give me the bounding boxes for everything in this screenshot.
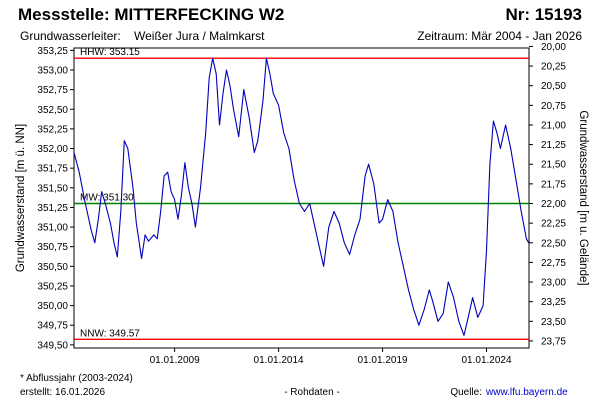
- x-tick-label: 01.01.2014: [254, 355, 304, 366]
- y-tick-label: 352,50: [37, 105, 68, 116]
- footnote: * Abflussjahr (2003-2024): [20, 373, 133, 384]
- y2-tick-label: 21,00: [541, 120, 566, 131]
- aquifer-value: Weißer Jura / Malmkarst: [134, 29, 265, 43]
- x-tick-label: 01.01.2009: [150, 355, 200, 366]
- chart-title: Messstelle: MITTERFECKING W2: [18, 5, 284, 24]
- y2-tick-label: 23,00: [541, 278, 566, 289]
- y2-tick-label: 22,00: [541, 199, 566, 210]
- source-link[interactable]: www.lfu.bayern.de: [485, 387, 568, 398]
- y2-tick-label: 21,25: [541, 140, 566, 151]
- y-ticks-right: 20,00 20,25 20,50 20,75 21,00 21,25 21,50 21,75…: [529, 42, 566, 347]
- reference-label-0: HHW: 353.15: [80, 47, 140, 58]
- y2-tick-label: 22,25: [541, 219, 566, 230]
- y2-tick-label: 22,75: [541, 258, 566, 269]
- y2-tick-label: 22,50: [541, 238, 566, 249]
- y-tick-label: 351,50: [37, 183, 68, 194]
- y2-tick-label: 20,25: [541, 62, 566, 73]
- data-type-label: - Rohdaten -: [284, 387, 340, 398]
- y-tick-label: 350,50: [37, 262, 68, 273]
- y-tick-label: 349,50: [37, 340, 68, 351]
- y-axis-label: Grundwasserstand [m ü. NN]: [15, 124, 27, 272]
- y-tick-label: 353,00: [37, 65, 68, 76]
- x-tick-label: 01.01.2019: [358, 355, 408, 366]
- y-tick-label: 350,25: [37, 281, 68, 292]
- y-ticks-left: 353,25 353,00 352,75 352,50 352,25 352,00 351,…: [37, 46, 74, 351]
- y-tick-label: 352,00: [37, 144, 68, 155]
- y2-tick-label: 21,75: [541, 179, 566, 190]
- x-tick-label: 01.01.2024: [461, 355, 511, 366]
- y-tick-label: 352,75: [37, 85, 68, 96]
- y2-tick-label: 20,00: [541, 42, 566, 53]
- aquifer-label: Grundwasserleiter:: [20, 29, 121, 43]
- y-tick-label: 353,25: [37, 46, 68, 57]
- plot-frame: [73, 47, 530, 349]
- source-label: Quelle:: [450, 387, 482, 398]
- reference-lines: HHW: 353.15 MW: 351.30 NNW: 349.57: [74, 47, 529, 341]
- y2-tick-label: 20,50: [541, 81, 566, 92]
- y-tick-label: 350,75: [37, 242, 68, 253]
- y-tick-label: 351,00: [37, 223, 68, 234]
- reference-label-1: MW: 351.30: [80, 192, 134, 203]
- y-tick-label: 352,25: [37, 124, 68, 135]
- reference-label-2: NNW: 349.57: [80, 328, 140, 339]
- period-label: Zeitraum: Mär 2004 - Jan 2026: [417, 29, 582, 43]
- station-number: Nr: 15193: [505, 5, 582, 24]
- y2-tick-label: 23,50: [541, 317, 566, 328]
- y2-tick-label: 21,50: [541, 160, 566, 171]
- y-tick-label: 351,25: [37, 203, 68, 214]
- created-date: erstellt: 16.01.2026: [20, 387, 105, 398]
- y2-tick-label: 20,75: [541, 101, 566, 112]
- y2-axis-label: Grundwasserstand [m u. Gelände]: [577, 110, 589, 285]
- series-group: [73, 57, 530, 336]
- y2-tick-label: 23,75: [541, 336, 566, 347]
- y-tick-label: 351,75: [37, 164, 68, 175]
- x-ticks: 01.01.2009 01.01.2014 01.01.2019 01.01.2024: [150, 348, 512, 366]
- y2-tick-label: 23,25: [541, 297, 566, 308]
- series-line: [73, 57, 530, 336]
- y-tick-label: 350,00: [37, 301, 68, 312]
- y-tick-label: 349,75: [37, 321, 68, 332]
